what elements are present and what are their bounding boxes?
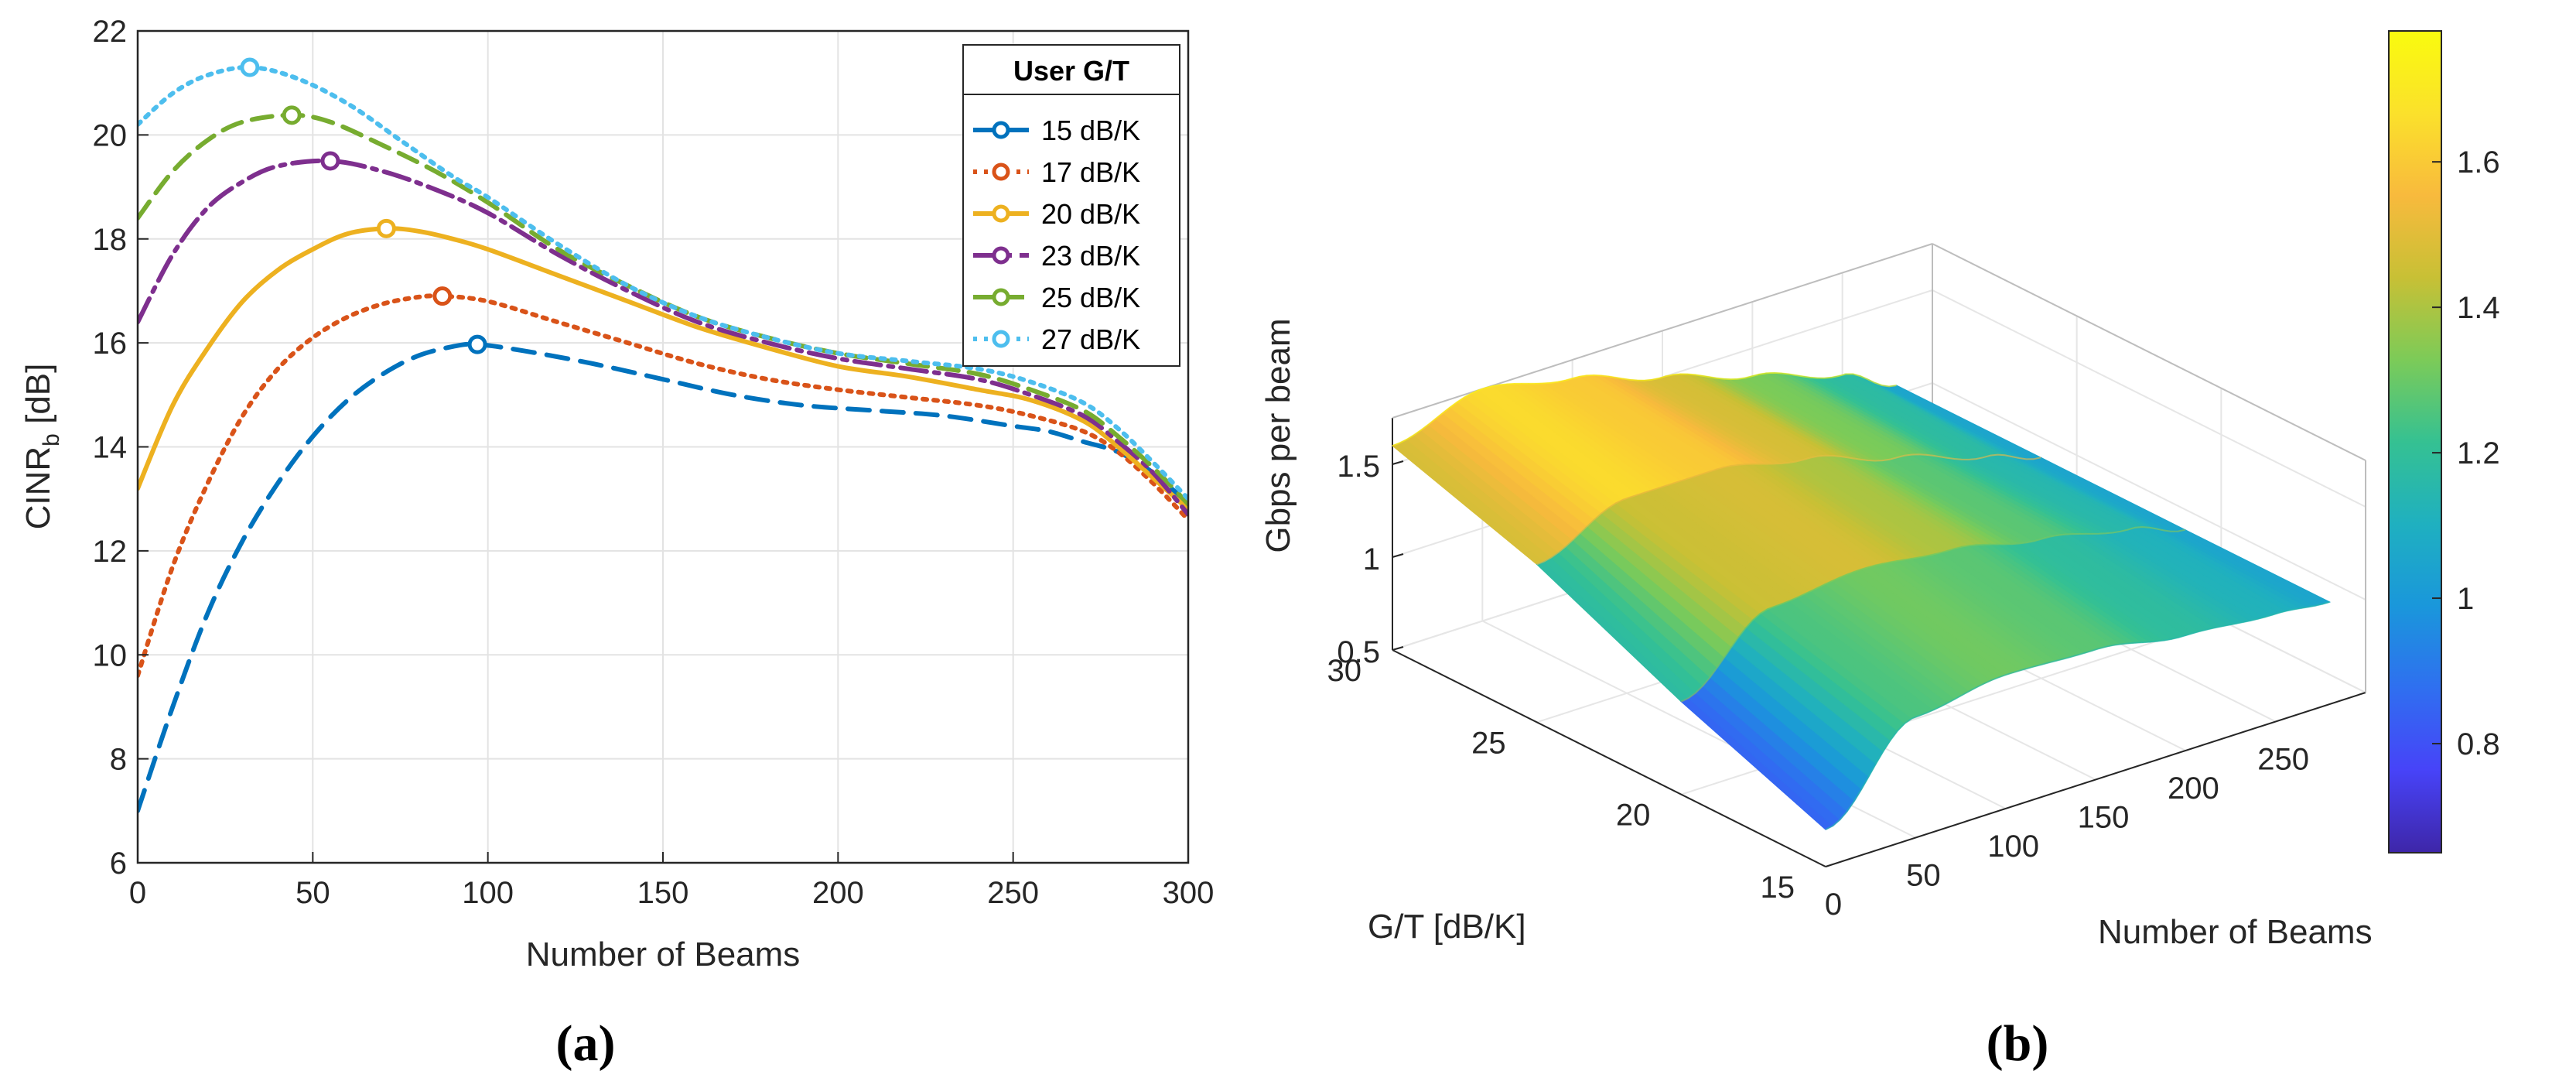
sidewall-grid-z bbox=[1932, 382, 2366, 600]
series-line-2 bbox=[138, 293, 1188, 679]
legend-marker-5 bbox=[992, 288, 1010, 306]
z-tick-label: 0.5 bbox=[1337, 635, 1380, 669]
legend-label-4: 23 dB/K bbox=[1041, 240, 1140, 272]
peak-marker-5 bbox=[282, 105, 302, 125]
colorbar-gradient bbox=[2388, 30, 2442, 854]
y-axis-label-unit: [dB] bbox=[19, 364, 57, 434]
z-axis-label-b: Gbps per beam bbox=[1259, 318, 1297, 552]
panel-label-b: (b) bbox=[1987, 1015, 2049, 1072]
x-tick-label: 0 bbox=[129, 876, 146, 910]
colorbar-tick-label: 1.2 bbox=[2457, 436, 2500, 470]
y-tick-label: 20 bbox=[93, 118, 128, 152]
beams-tick-label: 200 bbox=[2168, 771, 2219, 806]
gt-tick-label: 15 bbox=[1761, 871, 1795, 905]
surface-ridge-2 bbox=[1680, 525, 2186, 703]
x-axis-label-a: Number of Beams bbox=[526, 936, 801, 973]
beams-tick-label: 150 bbox=[2078, 801, 2130, 835]
beams-tick-label: 100 bbox=[1987, 830, 2039, 864]
gt-tick-label: 25 bbox=[1471, 726, 1506, 760]
y-tick-label: 6 bbox=[110, 847, 127, 881]
legend-label-2: 17 dB/K bbox=[1041, 156, 1140, 188]
surface-ridge-4 bbox=[1392, 371, 1897, 446]
y-tick-label: 10 bbox=[93, 638, 128, 672]
gt-axis-label-b: G/T [dB/K] bbox=[1368, 908, 1526, 946]
colorbar-tick-label: 1 bbox=[2457, 582, 2474, 616]
y-tick-label: 14 bbox=[93, 431, 128, 465]
ticks-a: 0 50 100 150 200 250 300 6 8 10 12 14 16 18 20 22 bbox=[93, 15, 1215, 910]
beams-axis-label-b: Number of Beams bbox=[2098, 913, 2373, 951]
peak-marker-2 bbox=[432, 286, 453, 306]
y-axis-label-a: CINRb [dB] bbox=[19, 364, 64, 530]
x-tick-label: 300 bbox=[1163, 876, 1215, 910]
panel-a-line-chart: 0 50 100 150 200 250 300 6 8 10 12 14 16 18 20 22 Numbe… bbox=[19, 15, 1214, 1072]
z-tick-mark bbox=[1392, 460, 1404, 465]
x-tick-label: 150 bbox=[637, 876, 689, 910]
series-line-6 bbox=[138, 64, 1188, 501]
legend-entries: 15 dB/K 17 dB/K 20 dB/K 23 dB/K 25 dB/K 27 dB… bbox=[973, 115, 1140, 355]
y-tick-label: 22 bbox=[93, 15, 128, 49]
gt-axis-line bbox=[1392, 649, 1826, 867]
beams-axis-line bbox=[1825, 692, 2366, 867]
x-tick-label: 100 bbox=[462, 876, 514, 910]
legend-marker-4 bbox=[992, 246, 1010, 265]
z-tick-label: 1.5 bbox=[1337, 450, 1380, 484]
sidewall-grid-z bbox=[1932, 289, 2366, 508]
colorbar-tick-label: 1.6 bbox=[2457, 145, 2500, 180]
top-side-edge bbox=[1932, 243, 2366, 461]
z-tick-mark bbox=[1392, 553, 1404, 558]
z-tick-mark bbox=[1392, 646, 1404, 651]
ticks-b: 0 50 100 150 200 250 15 20 25 300.5 1 1.5 bbox=[1327, 450, 2310, 922]
beams-tick-label: 250 bbox=[2257, 743, 2309, 777]
peak-marker-6 bbox=[240, 57, 260, 77]
x-tick-label: 50 bbox=[296, 876, 330, 910]
series-line-3 bbox=[138, 226, 1188, 512]
surface-ridge-1 bbox=[1825, 601, 2330, 830]
z-tick-label: 1 bbox=[1363, 542, 1380, 576]
x-tick-label: 250 bbox=[987, 876, 1039, 910]
y-tick-label: 12 bbox=[93, 535, 128, 569]
series-line-4 bbox=[138, 158, 1188, 517]
legend-title: User G/T bbox=[1013, 55, 1129, 87]
colorbar-tick-label: 0.8 bbox=[2457, 727, 2500, 761]
y-axis-label-main: CINR bbox=[19, 446, 57, 530]
peak-marker-3 bbox=[376, 218, 396, 238]
beams-tick-label: 0 bbox=[1825, 888, 1842, 922]
x-tick-label: 200 bbox=[812, 876, 864, 910]
gt-tick-label: 20 bbox=[1616, 799, 1651, 833]
legend-label-3: 20 dB/K bbox=[1041, 198, 1140, 230]
y-tick-label: 18 bbox=[93, 223, 128, 257]
y-tick-label: 16 bbox=[93, 327, 128, 361]
colorbar-ticks: 0.8 1 1.2 1.4 1.6 bbox=[2432, 145, 2500, 761]
surface-mesh bbox=[1391, 371, 2332, 830]
legend-marker-6 bbox=[992, 330, 1010, 348]
series-group-a bbox=[138, 57, 1188, 813]
legend-label-1: 15 dB/K bbox=[1041, 115, 1140, 146]
peak-marker-4 bbox=[320, 151, 340, 171]
legend-marker-2 bbox=[992, 162, 1010, 181]
legend-marker-3 bbox=[992, 204, 1010, 223]
y-axis-label-sub: b bbox=[39, 433, 64, 446]
colorbar: 0.8 1 1.2 1.4 1.6 bbox=[2388, 30, 2500, 854]
legend-label-6: 27 dB/K bbox=[1041, 323, 1140, 355]
panel-b-surface-chart: 0 50 100 150 200 250 15 20 25 300.5 1 1.5 Gbps per … bbox=[1259, 30, 2500, 1072]
panel-label-a: (a) bbox=[556, 1015, 616, 1072]
gt-tick-label: 30 bbox=[1327, 654, 1362, 688]
colorbar-tick-label: 1.4 bbox=[2457, 291, 2500, 325]
y-tick-label: 8 bbox=[110, 743, 127, 777]
surface-ridge-3 bbox=[1536, 453, 2041, 566]
beams-tick-label: 50 bbox=[1906, 859, 1941, 893]
peak-marker-1 bbox=[467, 334, 487, 354]
legend: User G/T 15 dB/K 17 dB/K 20 dB/K 23 dB/K 25 … bbox=[962, 44, 1180, 367]
legend-marker-1 bbox=[992, 121, 1010, 139]
series-line-1 bbox=[138, 341, 1188, 813]
legend-label-5: 25 dB/K bbox=[1041, 282, 1140, 313]
